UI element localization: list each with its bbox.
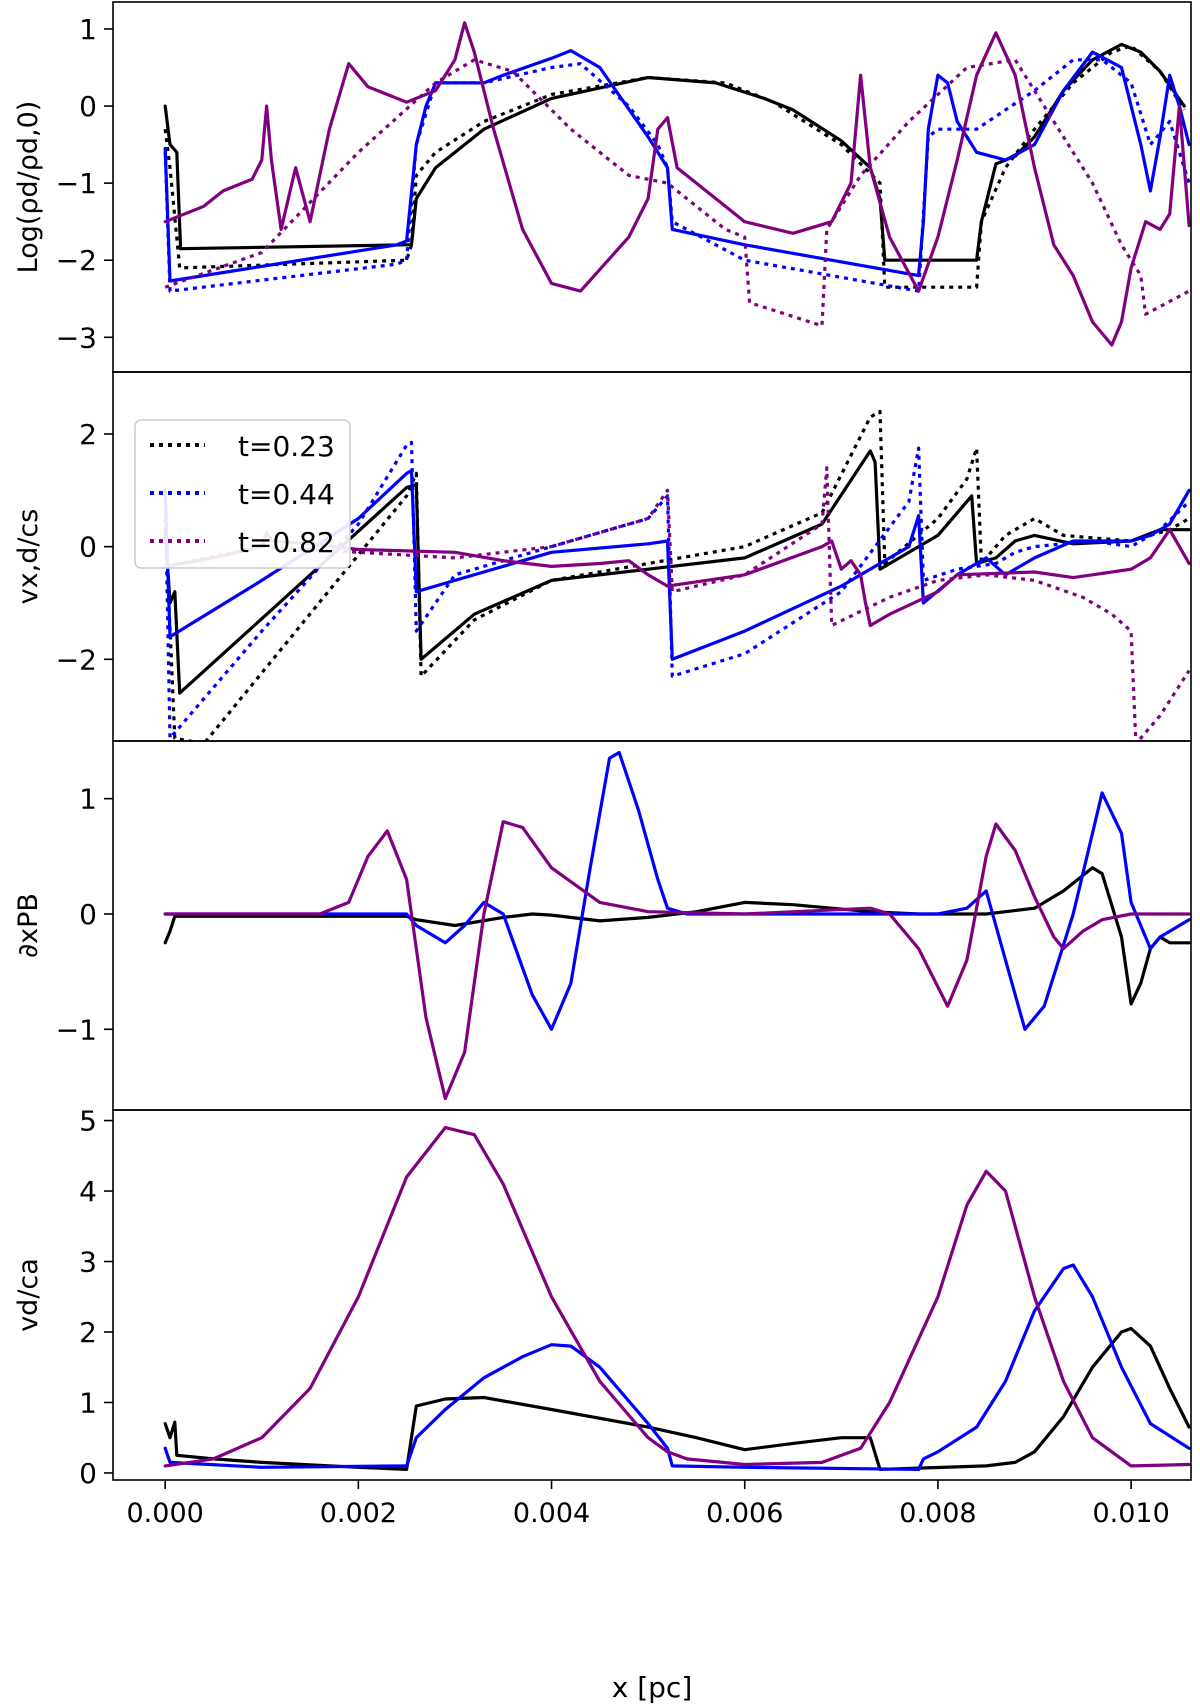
x-tick-label: 0.010: [1092, 1498, 1169, 1529]
panel-3: −1 0 1 ∂xPB: [13, 740, 1192, 1111]
x-axis-label: x [pc]: [612, 1671, 693, 1704]
panel-1-series: [163, 21, 1191, 347]
y-tick-label: 0: [79, 531, 97, 564]
legend-label-t023: t=0.23: [238, 430, 335, 463]
y-tick-label: 5: [79, 1105, 97, 1138]
x-tick-label: 0.002: [320, 1498, 397, 1529]
legend-frame: [134, 419, 351, 569]
y-tick-label: 0: [79, 1457, 97, 1490]
x-tick-label: 0.000: [127, 1498, 204, 1529]
panel-4: 0 1 2 3 4 5 vd/ca: [13, 1105, 1192, 1490]
legend: t=0.23 t=0.44 t=0.82: [134, 419, 351, 569]
y-tick-label: 2: [79, 418, 97, 451]
series-line: [163, 409, 1190, 741]
series-line: [163, 449, 1191, 695]
series-line: [163, 1126, 1191, 1468]
y-axis-label-magnetic-pressure-gradient: ∂xPB: [13, 893, 44, 958]
x-tick-label: 0.006: [706, 1498, 783, 1529]
series-line: [163, 750, 1191, 1031]
axes-frame: [112, 1109, 1192, 1481]
y-tick-label: 2: [79, 1316, 97, 1349]
y-tick-label: 1: [79, 13, 97, 46]
y-tick-label: −1: [56, 167, 97, 200]
y-tick-label: 1: [79, 1386, 97, 1419]
series-line: [163, 866, 1191, 1006]
panel-2-series: [163, 409, 1191, 741]
series-line: [163, 1263, 1191, 1471]
series-line: [164, 466, 1191, 741]
series-line: [163, 44, 1186, 289]
y-tick-label: −2: [56, 643, 97, 676]
series-line: [163, 1326, 1191, 1471]
series-line: [163, 820, 1191, 1101]
series-line: [163, 21, 1191, 347]
panel-4-series: [163, 1126, 1191, 1471]
series-line: [164, 58, 1190, 328]
legend-label-t082: t=0.82: [238, 526, 335, 559]
y-axis-label-velocity: vx,d/cs: [13, 509, 44, 605]
y-axis-label-drift-velocity: vd/ca: [13, 1258, 44, 1332]
x-tick-label: 0.008: [899, 1498, 976, 1529]
panel-1: −3 −2 −1 0 1 Log(ρd/ρd,0): [13, 1, 1192, 373]
x-tick-label: 0.004: [513, 1498, 590, 1529]
y-tick-label: 0: [79, 898, 97, 931]
axes-frame: [112, 740, 1192, 1111]
series-line: [163, 469, 1191, 661]
y-tick-label: −3: [56, 321, 97, 354]
legend-label-t044: t=0.44: [238, 478, 335, 511]
panel-3-series: [163, 750, 1191, 1101]
y-tick-label: 1: [79, 783, 97, 816]
y-tick-label: 4: [79, 1175, 97, 1208]
y-tick-label: −1: [56, 1013, 97, 1046]
y-tick-label: 3: [79, 1246, 97, 1279]
y-tick-label: 0: [79, 90, 97, 123]
y-axis-label-density: Log(ρd/ρd,0): [13, 101, 44, 274]
y-tick-label: −2: [56, 244, 97, 277]
